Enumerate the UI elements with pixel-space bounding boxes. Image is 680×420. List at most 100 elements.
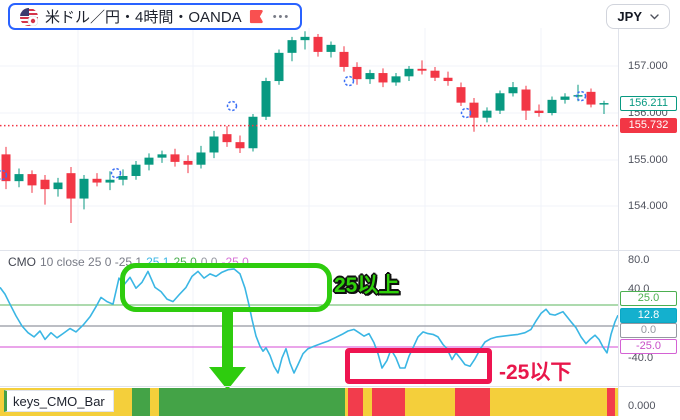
candle-body [144, 157, 154, 165]
axis-badge: 25.0 [620, 290, 677, 306]
axis-label: 157.000 [628, 60, 668, 72]
candle-body [14, 174, 24, 182]
candle-body [66, 173, 76, 199]
cmo-bar-segment [345, 388, 348, 416]
candle-body [391, 76, 401, 83]
candle-body [417, 68, 427, 71]
candle-body [105, 179, 115, 183]
candle-body [430, 70, 440, 78]
candle-body [508, 87, 518, 94]
axis-badge: 155.732 [620, 117, 677, 133]
symbol-title: 米ドル／円・4時間・OANDA [45, 9, 242, 26]
indicator-params: 10 close 25 0 -25 1 [40, 255, 143, 269]
candle-body [196, 152, 206, 165]
candle-body [274, 52, 284, 82]
annotation-lower-label[interactable]: -25以下 [499, 361, 572, 384]
more-options-button[interactable]: ••• [272, 10, 291, 23]
panel-separator-bar[interactable] [0, 386, 680, 387]
axis-label: 80.0 [628, 254, 650, 266]
cmo-bar-segment [607, 388, 615, 416]
axis-badge: 156.211 [620, 95, 677, 111]
candle-body [170, 154, 180, 162]
candle-body [586, 91, 596, 105]
axis-label: 0.000 [628, 400, 656, 412]
candle-body [40, 179, 50, 190]
candle-body [573, 95, 583, 97]
candle-body [209, 136, 219, 153]
currency-selector-button[interactable]: JPY [606, 4, 670, 29]
indicator-name: CMO [8, 255, 36, 269]
candle-body [235, 142, 245, 149]
annotation-arrow-down[interactable] [209, 312, 246, 390]
circle-marker[interactable] [226, 100, 238, 112]
candle-body [560, 96, 570, 100]
usdjpy-flag-icon [20, 7, 38, 26]
candle-body [27, 174, 37, 186]
cmo-bar-segment [159, 388, 345, 416]
symbol-button[interactable]: 米ドル／円・4時間・OANDA ••• [8, 3, 303, 30]
candle-body [313, 36, 323, 52]
candle-body [222, 134, 232, 143]
cmo-line[interactable] [0, 268, 619, 374]
candle-body [456, 87, 466, 103]
cmo-bar-segment [348, 388, 363, 416]
circle-marker[interactable] [343, 75, 355, 87]
candle-body [534, 110, 544, 113]
candle-body [79, 178, 89, 199]
cmo-bar-segment [363, 388, 372, 416]
candle-body [404, 68, 414, 77]
axis-badge: 0.0 [620, 322, 677, 338]
candle-body [352, 66, 362, 80]
candle-body [118, 175, 128, 180]
candle-body [248, 116, 258, 149]
axis-badge: -25.0 [620, 338, 677, 354]
candle-body [131, 164, 141, 176]
candle-body [443, 77, 453, 82]
candle-body [339, 51, 349, 67]
candle-body [495, 93, 505, 111]
chevron-down-icon [650, 13, 659, 20]
circle-marker[interactable] [460, 107, 472, 119]
candle-body [183, 160, 193, 165]
bar-indicator-label[interactable]: keys_CMO_Bar [4, 390, 114, 412]
candle-body [547, 99, 557, 113]
panel-separator-cmo[interactable] [0, 250, 680, 251]
circle-marker[interactable] [110, 167, 122, 179]
candle-body [469, 102, 479, 118]
currency-selector-label: JPY [617, 9, 642, 24]
candle-body [326, 44, 336, 52]
candle-body [365, 73, 375, 80]
cmo-bar-segment [405, 388, 455, 416]
candle-body [1, 154, 11, 182]
cmo-bar-segment [150, 388, 159, 416]
candle-body [482, 110, 492, 118]
axis-label: -40.0 [628, 352, 654, 364]
bar-indicator-label-text: keys_CMO_Bar [13, 393, 105, 409]
annotation-green-box[interactable] [120, 263, 332, 312]
axis-label: 155.000 [628, 154, 668, 166]
annotation-red-box[interactable] [345, 348, 492, 384]
candle-body [92, 178, 102, 183]
candle-body [300, 36, 310, 41]
candle-body [287, 40, 297, 53]
cmo-bar-segment [455, 388, 490, 416]
annotation-upper-label[interactable]: 25以上 [334, 274, 400, 297]
candle-body [53, 182, 63, 190]
candle-body [521, 89, 531, 111]
axis-label: 154.000 [628, 200, 668, 212]
cmo-bar-segment [615, 388, 618, 416]
cmo-bar-segment [372, 388, 405, 416]
oanda-logo-icon [249, 9, 264, 24]
candle-body [378, 73, 388, 83]
price-axis-separator[interactable] [618, 28, 619, 416]
circle-marker[interactable] [575, 90, 587, 102]
axis-badge: 12.8 [620, 307, 677, 323]
candle-body [157, 154, 167, 158]
cmo-bar-segment [132, 388, 150, 416]
cmo-bar-segment [490, 388, 607, 416]
candle-body [261, 81, 271, 117]
candle-body [599, 103, 609, 105]
circle-marker[interactable] [0, 169, 8, 181]
